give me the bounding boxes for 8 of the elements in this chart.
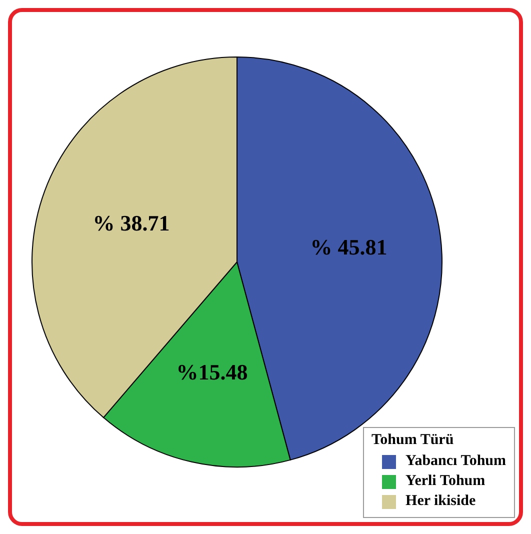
legend-title: Tohum Türü <box>372 432 455 449</box>
legend-label: Yabancı Tohum <box>406 453 506 470</box>
data-label: % 38.71 <box>92 210 170 236</box>
data-label: % 45.81 <box>310 234 388 260</box>
legend-label: Her ikiside <box>406 493 476 510</box>
pie-slice <box>102 262 291 468</box>
data-label: %15.48 <box>176 359 248 384</box>
legend-label: Yerli Tohum <box>406 473 486 490</box>
